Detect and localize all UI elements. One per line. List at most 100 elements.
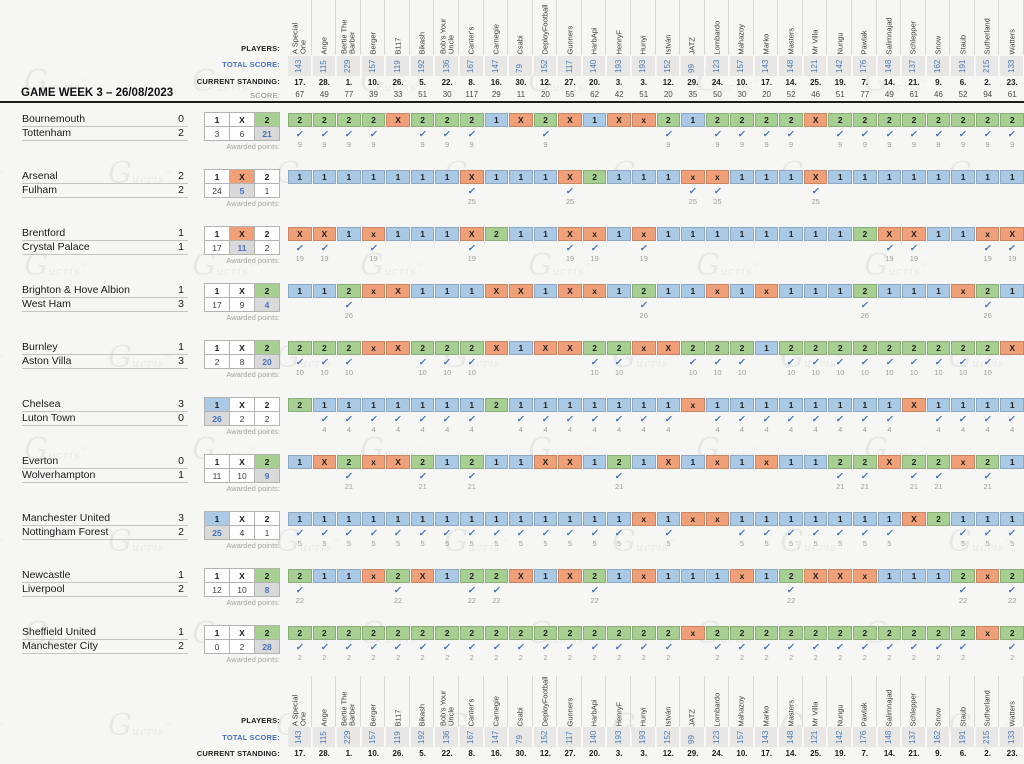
points-value: 4 bbox=[371, 425, 376, 434]
prediction-cell: 1 bbox=[288, 284, 312, 298]
prediction-cell: 1 bbox=[288, 455, 312, 469]
prediction-cell: X bbox=[509, 284, 533, 298]
points-value: 4 bbox=[543, 425, 548, 434]
points-value: 19 bbox=[983, 254, 992, 263]
prediction-cell: 1 bbox=[779, 455, 803, 469]
prediction-cell: 1 bbox=[533, 398, 558, 412]
empty-points-cell bbox=[632, 368, 656, 378]
outcome-count-cell: 9 bbox=[254, 468, 280, 483]
total-score-value: 121 bbox=[810, 59, 820, 73]
row-divider bbox=[22, 311, 188, 312]
empty-check-cell bbox=[533, 585, 558, 596]
player-name: Bob's Your Uncle bbox=[438, 18, 455, 54]
empty-points-cell bbox=[337, 596, 361, 606]
prediction-cell: 1 bbox=[754, 227, 779, 241]
points-value: 10 bbox=[344, 368, 354, 377]
correct-check-icon: ✓ bbox=[860, 528, 870, 539]
empty-check-cell bbox=[631, 186, 656, 197]
player-name: Canter's bbox=[466, 26, 476, 54]
awarded-points-label: Awarded points: bbox=[226, 427, 280, 436]
player-name: Masters bbox=[785, 699, 795, 726]
points-value: 19 bbox=[320, 254, 329, 263]
prediction-cell: 2 bbox=[484, 227, 509, 241]
prediction-cell: 2 bbox=[853, 455, 877, 469]
total-score-cell: 143 bbox=[754, 56, 779, 76]
correct-check-icon: ✓ bbox=[442, 414, 452, 425]
player-name: Csabi bbox=[515, 34, 525, 54]
outcome-count-cell: 6 bbox=[229, 126, 255, 141]
prediction-cell: 2 bbox=[656, 113, 681, 127]
outcome-count-cell: 8 bbox=[254, 582, 280, 597]
empty-points-cell bbox=[755, 311, 779, 321]
points-value: 10 bbox=[688, 368, 698, 377]
points-value: 5 bbox=[1010, 539, 1015, 548]
correct-check-icon: ✓ bbox=[516, 414, 526, 425]
player-name-column: Watters bbox=[1000, 0, 1024, 55]
points-value: 9 bbox=[887, 140, 892, 149]
correct-row: ✓ ✓ ✓ ✓ ✓ ✓ ✓ ✓ ✓ ✓ ✓ ✓ ✓ ✓ ✓ ✓ ✓ ✓ ✓ ✓ ✓ ✓ ✓ ✓ ✓ ✓ bbox=[288, 414, 1024, 425]
outcome-count-cell: 2 bbox=[254, 411, 280, 426]
points-value: 19 bbox=[369, 254, 378, 263]
points-value: 26 bbox=[639, 311, 648, 320]
correct-check-icon: ✓ bbox=[368, 129, 379, 140]
empty-check-cell bbox=[484, 414, 509, 425]
empty-points-cell bbox=[362, 368, 386, 378]
correct-check-icon: ✓ bbox=[466, 528, 477, 539]
player-name: JATZ bbox=[687, 36, 697, 54]
points-value: 21 bbox=[836, 482, 845, 491]
empty-points-cell bbox=[706, 311, 730, 321]
prediction-cell: 2 bbox=[877, 113, 902, 127]
outcome-table: 1 X 2 26 2 2 bbox=[204, 397, 280, 426]
correct-check-icon: ✓ bbox=[368, 528, 379, 539]
home-team-name: Brighton & Hove Albion bbox=[22, 284, 130, 296]
empty-points-cell bbox=[509, 197, 533, 207]
correct-check-icon: ✓ bbox=[958, 414, 968, 425]
total-score-cell: 191 bbox=[951, 727, 975, 747]
total-score-cell: 229 bbox=[337, 727, 361, 747]
total-score-cell: 119 bbox=[386, 727, 410, 747]
week-score-value: 11 bbox=[516, 90, 526, 99]
away-team-score: 2 bbox=[178, 583, 184, 595]
total-score-value: 143 bbox=[761, 59, 771, 73]
empty-check-cell bbox=[656, 186, 681, 197]
empty-points-cell bbox=[607, 197, 631, 207]
points-value: 9 bbox=[469, 140, 474, 149]
empty-check-cell bbox=[705, 300, 730, 311]
outcome-count-cell: 17 bbox=[204, 240, 230, 255]
correct-check-icon: ✓ bbox=[393, 642, 403, 653]
watermark-mark: Gucris™ bbox=[612, 0, 676, 7]
prediction-cell: 1 bbox=[435, 398, 459, 412]
prediction-cell: 1 bbox=[656, 170, 681, 184]
correct-check-icon: ✓ bbox=[319, 357, 330, 368]
correct-check-icon: ✓ bbox=[614, 528, 624, 539]
outcome-header-cell: 2 bbox=[254, 454, 280, 469]
points-value: 5 bbox=[445, 539, 450, 548]
correct-check-icon: ✓ bbox=[761, 414, 772, 425]
points-value: 2 bbox=[838, 653, 843, 662]
player-name-column: Ange bbox=[313, 676, 337, 727]
prediction-cell: 1 bbox=[902, 284, 926, 298]
empty-points-cell bbox=[828, 197, 852, 207]
total-score-cell: 152 bbox=[656, 56, 681, 76]
gameweek-title: GAME WEEK 3 – 26/08/2023 bbox=[21, 87, 174, 99]
outcome-header-cell: X bbox=[229, 454, 255, 469]
empty-check-cell bbox=[705, 243, 730, 254]
player-name-column: Mahazoy bbox=[730, 0, 754, 55]
player-name: Gunners bbox=[564, 25, 574, 54]
empty-check-cell bbox=[484, 300, 509, 311]
away-team-score: 2 bbox=[178, 184, 184, 196]
empty-check-cell bbox=[435, 471, 460, 482]
empty-check-cell bbox=[607, 243, 632, 254]
outcome-header-cell: X bbox=[229, 397, 255, 412]
total-score-value: 192 bbox=[417, 59, 427, 73]
header-divider bbox=[0, 101, 1024, 103]
correct-check-icon: ✓ bbox=[958, 585, 968, 596]
total-score-cell: 142 bbox=[828, 727, 853, 747]
prediction-cell: X bbox=[558, 341, 582, 355]
prediction-cell: x bbox=[975, 626, 1000, 640]
empty-check-cell bbox=[926, 186, 951, 197]
player-name-column: Mr Villa bbox=[804, 676, 828, 727]
empty-check-cell bbox=[680, 585, 705, 596]
prediction-cell: 1 bbox=[926, 398, 951, 412]
week-score-value: 20 bbox=[663, 90, 673, 99]
